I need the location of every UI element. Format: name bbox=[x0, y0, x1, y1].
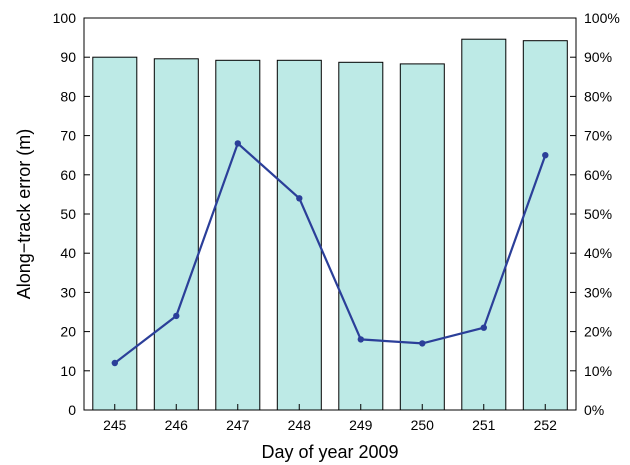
x-tick-label: 246 bbox=[165, 417, 189, 433]
y-right-tick-label: 90% bbox=[584, 49, 612, 65]
line-point-249 bbox=[357, 336, 364, 343]
bar-252 bbox=[522, 40, 568, 411]
x-tick-label: 250 bbox=[411, 417, 435, 433]
y-left-tick-label: 30 bbox=[60, 284, 76, 300]
y-right-tick-label: 20% bbox=[584, 324, 612, 340]
y-left-tick-label: 60 bbox=[60, 167, 76, 183]
bar-246 bbox=[153, 58, 199, 411]
bar-245 bbox=[92, 56, 138, 411]
line-point-248 bbox=[296, 195, 303, 202]
line-point-252 bbox=[542, 152, 549, 159]
y-left-tick-label: 50 bbox=[60, 206, 76, 222]
y-axis-title: Along−track error (m) bbox=[14, 129, 34, 300]
line-point-251 bbox=[480, 324, 487, 331]
y-right-tick-label: 80% bbox=[584, 88, 612, 104]
y-right-tick-label: 100% bbox=[584, 10, 620, 26]
bar-250 bbox=[399, 63, 445, 411]
y-right-tick-label: 60% bbox=[584, 167, 612, 183]
x-tick-label: 245 bbox=[103, 417, 127, 433]
line-point-247 bbox=[234, 140, 241, 147]
y-left-tick-label: 70 bbox=[60, 128, 76, 144]
y-right-tick-label: 40% bbox=[584, 245, 612, 261]
bar-247 bbox=[215, 59, 261, 411]
x-tick-label: 249 bbox=[349, 417, 373, 433]
y-right-tick-label: 10% bbox=[584, 363, 612, 379]
line-layer bbox=[111, 140, 549, 367]
bars-layer bbox=[92, 38, 568, 411]
x-axis-title: Day of year 2009 bbox=[261, 442, 398, 462]
x-tick-label: 252 bbox=[534, 417, 558, 433]
line-series-path bbox=[114, 141, 547, 364]
bar-248 bbox=[276, 59, 322, 411]
y-left-tick-label: 20 bbox=[60, 324, 76, 340]
y-right-tick-label: 70% bbox=[584, 128, 612, 144]
y-left-tick-label: 80 bbox=[60, 88, 76, 104]
x-tick-label: 247 bbox=[226, 417, 250, 433]
bar-251 bbox=[461, 38, 507, 411]
line-point-246 bbox=[173, 312, 180, 320]
y-left-tick-label: 10 bbox=[60, 363, 76, 379]
ticks-layer: 0 10 20 30 40 50 60 70 80 90 100 0% 10% 20% 30% 40% 50% 6… bbox=[53, 10, 620, 433]
line-point-250 bbox=[419, 340, 426, 347]
x-tick-label: 248 bbox=[288, 417, 312, 433]
y-left-tick-label: 100 bbox=[53, 10, 77, 26]
y-right-tick-label: 50% bbox=[584, 206, 612, 222]
y-right-tick-label: 30% bbox=[584, 284, 612, 300]
x-tick-label: 251 bbox=[472, 417, 496, 433]
line-point-245 bbox=[111, 359, 119, 367]
bar-249 bbox=[338, 61, 384, 411]
y-left-tick-label: 0 bbox=[68, 402, 76, 418]
y-left-tick-label: 90 bbox=[60, 49, 76, 65]
y-left-tick-label: 40 bbox=[60, 245, 76, 261]
y-right-tick-label: 0% bbox=[584, 402, 604, 418]
